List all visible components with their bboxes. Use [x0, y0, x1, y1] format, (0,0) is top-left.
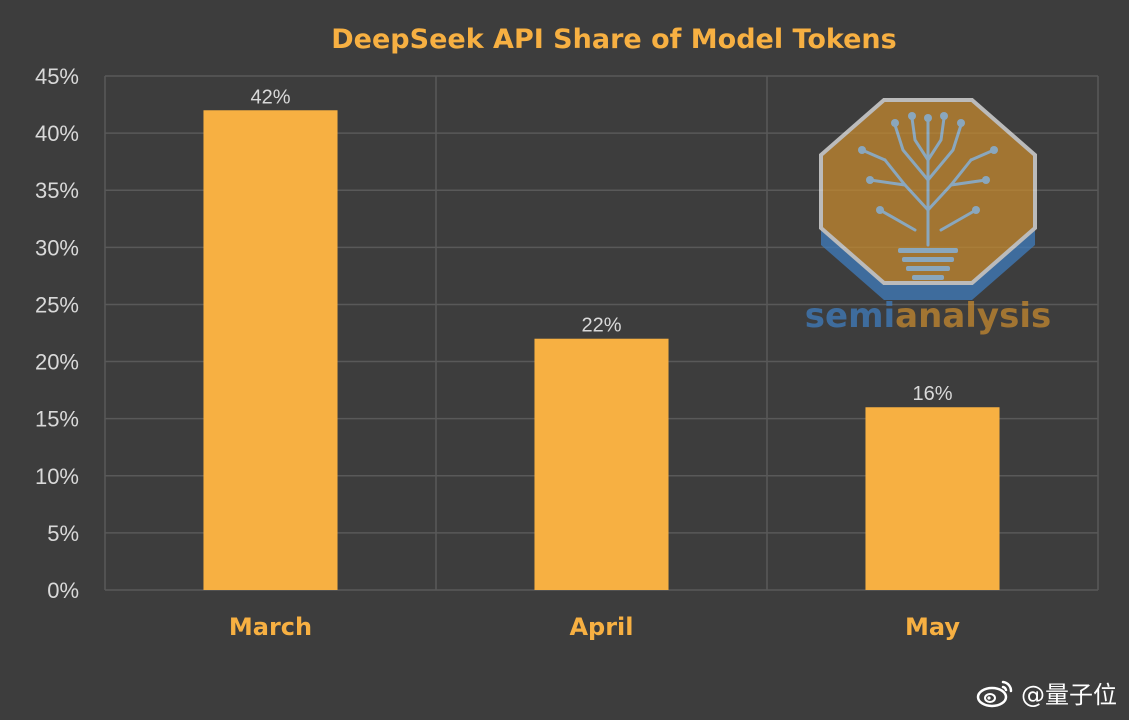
logo-text-semi: semi [805, 296, 895, 336]
bars [203, 110, 1000, 591]
category-label-march: March [229, 613, 312, 641]
watermark-text: @量子位 [1021, 681, 1117, 709]
y-tick-label: 40% [35, 121, 79, 146]
value-labels: 42% 22% 16% [250, 86, 952, 405]
y-tick-label: 10% [35, 464, 79, 489]
semianalysis-logo: semianalysis [805, 98, 1051, 336]
value-label-march: 42% [250, 86, 290, 108]
logo-text-analysis: analysis [895, 296, 1051, 336]
y-tick-label: 30% [35, 235, 79, 260]
y-tick-label: 35% [35, 178, 79, 203]
bar-april [534, 338, 669, 590]
y-tick-label: 45% [35, 64, 79, 89]
watermark: @量子位 [975, 675, 1117, 710]
bar-may [865, 407, 1000, 590]
logo-wordmark: semianalysis [805, 296, 1051, 336]
bar-march [203, 110, 338, 591]
y-tick-label: 15% [35, 407, 79, 432]
y-tick-label: 25% [35, 292, 79, 317]
chart-title: DeepSeek API Share of Model Tokens [331, 24, 896, 55]
x-axis-category-labels: March April May [229, 613, 960, 641]
circuit-tree-lightbulb-icon [819, 98, 1037, 300]
category-label-april: April [569, 613, 633, 641]
y-axis-tick-labels: 0% 5% 10% 15% 20% 25% 30% 35% 40% 45% [35, 64, 79, 603]
weibo-icon [976, 680, 1013, 707]
y-tick-label: 0% [47, 578, 79, 603]
category-label-may: May [905, 613, 960, 641]
value-label-april: 22% [581, 315, 621, 337]
value-label-may: 16% [912, 383, 952, 405]
y-tick-label: 5% [47, 521, 79, 546]
y-tick-label: 20% [35, 350, 79, 375]
